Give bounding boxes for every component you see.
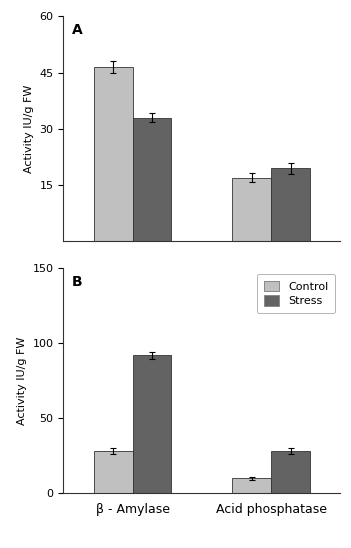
Text: A: A (72, 23, 82, 37)
Bar (133, 118, 171, 241)
Bar (271, 451, 310, 493)
Bar (94, 451, 133, 493)
Bar (94, 67, 133, 241)
Legend: Control, Stress: Control, Stress (257, 274, 335, 313)
Y-axis label: Activity IU/g FW: Activity IU/g FW (17, 336, 27, 425)
Bar (271, 168, 310, 241)
Bar (232, 478, 271, 493)
Bar (232, 178, 271, 241)
Bar (133, 355, 171, 493)
Text: B: B (72, 275, 82, 289)
Y-axis label: Activity IU/g FW: Activity IU/g FW (24, 85, 34, 173)
